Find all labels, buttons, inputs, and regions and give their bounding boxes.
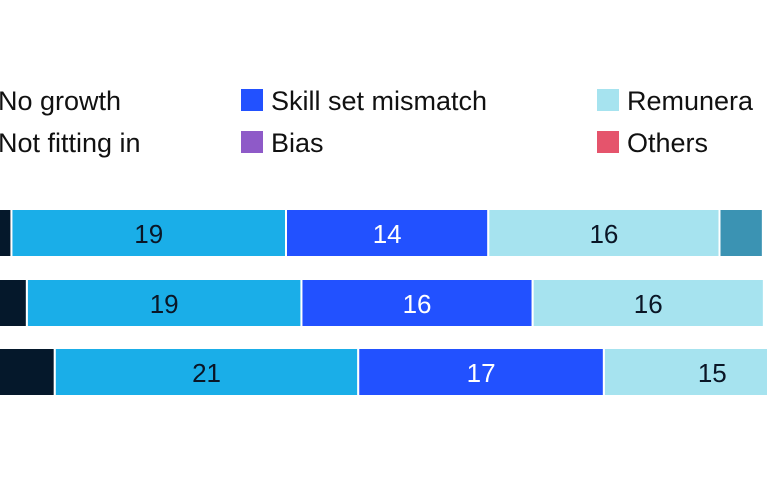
- bar-segment-r1-s5: [718, 208, 764, 258]
- bar-segment-r1-s4: [487, 208, 721, 258]
- legend-label-others: Others: [627, 128, 708, 158]
- legend-label-bias: Bias: [271, 128, 324, 158]
- bar-segment-r1-s3: [285, 208, 490, 258]
- legend: No growth Skill set mismatch Remunera Not f…: [0, 86, 754, 158]
- legend-swatch-skill-set-mismatch: [241, 89, 263, 111]
- bar-segment-r1-s2: [10, 208, 287, 258]
- data-label-r2-s3: 16: [403, 289, 432, 319]
- legend-swatch-bias: [241, 131, 263, 153]
- legend-label-remunera: Remunera: [627, 86, 754, 116]
- bar-segment-r3-s1: [0, 347, 56, 397]
- bars: 19 14 16 19 16 16 21 17 15: [0, 208, 767, 397]
- legend-label-skill-set-mismatch: Skill set mismatch: [271, 86, 487, 116]
- bar-segment-r3-s4: [602, 347, 767, 397]
- legend-label-not-fitting-in: Not fitting in: [0, 128, 141, 158]
- bar-segment-r3-s2: [53, 347, 360, 397]
- legend-swatch-others: [597, 131, 619, 153]
- bar-segment-r2-s1: [0, 278, 28, 328]
- bar-segment-r3-s3: [357, 347, 605, 397]
- data-label-r2-s2: 19: [150, 289, 179, 319]
- data-label-r1-s2: 19: [134, 219, 163, 249]
- bar-segment-r1-s1: [0, 208, 13, 258]
- bar-segment-r2-s3: [300, 278, 534, 328]
- legend-label-no-growth: No growth: [0, 86, 121, 116]
- data-label-r3-s3: 17: [467, 358, 496, 388]
- legend-swatch-remunera: [597, 89, 619, 111]
- data-label-r3-s2: 21: [192, 358, 221, 388]
- data-label-r2-s4: 16: [634, 289, 663, 319]
- data-label-r1-s3: 14: [373, 219, 402, 249]
- bar-segment-r2-s4: [531, 278, 765, 328]
- data-label-r3-s4: 15: [698, 358, 727, 388]
- data-label-r1-s4: 16: [589, 219, 618, 249]
